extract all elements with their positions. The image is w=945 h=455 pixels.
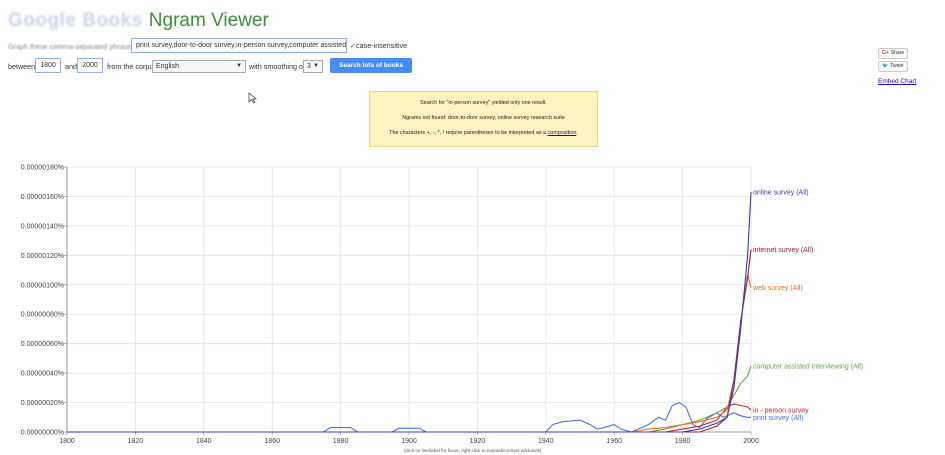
gplus-icon: G+ bbox=[882, 50, 889, 56]
series-label-print[interactable]: print survey (All) bbox=[753, 415, 804, 422]
search-button[interactable]: Search lots of books bbox=[330, 58, 412, 73]
gplus-share-button[interactable]: G+ Share bbox=[878, 48, 909, 59]
x-tick-label: 1840 bbox=[196, 438, 212, 445]
y-tick-label: 0.00000120% bbox=[21, 253, 64, 260]
chart-grid bbox=[66, 166, 752, 433]
app-logo[interactable]: Google Books Ngram Viewer bbox=[8, 6, 269, 32]
chart-footnote: (click on line/label for focus, right cl… bbox=[403, 448, 542, 453]
x-tick-label: 1820 bbox=[128, 438, 144, 445]
y-tick-label: 0.00000040% bbox=[21, 371, 64, 378]
between-label: between bbox=[8, 62, 36, 71]
x-tick-label: 2000 bbox=[743, 438, 759, 445]
twitter-icon: 🐦 bbox=[882, 63, 889, 69]
corpus-label: from the corpus bbox=[107, 62, 157, 71]
x-tick-label: 1940 bbox=[538, 438, 554, 445]
notice-box: Search for "in-person survey" yielded on… bbox=[369, 91, 598, 147]
composition-link[interactable]: composition bbox=[547, 130, 577, 136]
series-labels: online survey (All) internet survey (All)… bbox=[752, 190, 863, 422]
x-tick-label: 1900 bbox=[401, 438, 417, 445]
x-tick-label: 1800 bbox=[59, 438, 75, 445]
series-label-online[interactable]: online survey (All) bbox=[753, 190, 809, 197]
series-lines bbox=[67, 191, 752, 433]
smoothing-value: 3 bbox=[307, 63, 311, 70]
x-tick-label: 1980 bbox=[675, 438, 691, 445]
checkmark-icon: ✓ bbox=[350, 41, 357, 50]
year-end-input[interactable]: 2000 bbox=[77, 58, 103, 73]
notice-line-3-text: The characters +, -, *, / require parent… bbox=[389, 130, 547, 136]
series-label-computer[interactable]: computer assisted interviewing (All) bbox=[753, 363, 863, 370]
series-label-internet[interactable]: internet survey (All) bbox=[753, 247, 813, 254]
notice-line-3: The characters +, -, *, / require parent… bbox=[370, 130, 597, 136]
and-label: and bbox=[65, 62, 77, 71]
x-tick-label: 1960 bbox=[606, 438, 622, 445]
corpus-value: English bbox=[156, 63, 179, 70]
y-tick-label: 0.00000180% bbox=[21, 165, 64, 172]
series-line-internet[interactable] bbox=[67, 249, 752, 433]
series-line-online[interactable] bbox=[67, 191, 752, 433]
y-tick-label: 0.00000060% bbox=[21, 341, 64, 348]
y-tick-label: 0.00000160% bbox=[21, 194, 64, 201]
x-tick-label: 1920 bbox=[470, 438, 486, 445]
dropdown-arrow-icon: ▼ bbox=[236, 63, 242, 69]
y-tick-label: 0.00000140% bbox=[21, 223, 64, 230]
notice-line-2: Ngrams not found: door-to-door survey, o… bbox=[402, 115, 565, 121]
y-tick-label: 0.00000100% bbox=[21, 282, 64, 289]
series-line-print[interactable] bbox=[67, 401, 751, 433]
tweet-label: Tweet bbox=[890, 63, 904, 69]
notice-line-1: Search for "in-person survey" yielded on… bbox=[420, 100, 547, 106]
series-label-inperson[interactable]: in - person survey bbox=[753, 407, 809, 414]
year-start-input[interactable]: 1800 bbox=[35, 58, 61, 73]
series-label-web[interactable]: web survey (All) bbox=[752, 285, 803, 292]
dropdown-arrow-icon: ▼ bbox=[313, 63, 319, 69]
x-tick-label: 1860 bbox=[264, 438, 280, 445]
case-insensitive-label: case-insensitive bbox=[356, 41, 408, 50]
tweet-button[interactable]: 🐦 Tweet bbox=[878, 61, 908, 72]
y-tick-label: 0.00000080% bbox=[21, 312, 64, 319]
y-axis: 0.00000000% 0.00000020% 0.00000040% 0.00000… bbox=[21, 165, 68, 437]
x-axis: 1800 1820 1840 1860 1880 1900 1920 1940 1960 1980… bbox=[59, 431, 759, 445]
brand-logo: Google Books bbox=[8, 10, 143, 31]
smoothing-label: with smoothing of bbox=[249, 62, 305, 71]
notice-line-3-suffix: . bbox=[576, 130, 578, 136]
x-tick-label: 1880 bbox=[333, 438, 349, 445]
embed-chart-link[interactable]: Embed Chart bbox=[878, 78, 917, 85]
series-line-computer[interactable] bbox=[67, 365, 752, 433]
y-tick-label: 0.00000000% bbox=[21, 430, 64, 437]
gplus-share-label: Share bbox=[890, 50, 905, 56]
corpus-select[interactable]: English ▼ bbox=[152, 60, 246, 73]
phrases-input[interactable]: print survey,door-to-door survey,in-pers… bbox=[131, 38, 347, 53]
mouse-cursor-icon bbox=[248, 92, 257, 104]
smoothing-select[interactable]: 3 ▼ bbox=[303, 60, 323, 73]
case-insensitive-checkbox[interactable]: ✓case-insensitive bbox=[350, 41, 407, 50]
ngram-chart[interactable]: 0.00000000% 0.00000020% 0.00000040% 0.00000… bbox=[0, 160, 945, 450]
phrases-label: Graph these comma-separated phrases: bbox=[8, 42, 138, 51]
y-tick-label: 0.00000020% bbox=[21, 400, 64, 407]
page-title: Ngram Viewer bbox=[148, 10, 269, 31]
